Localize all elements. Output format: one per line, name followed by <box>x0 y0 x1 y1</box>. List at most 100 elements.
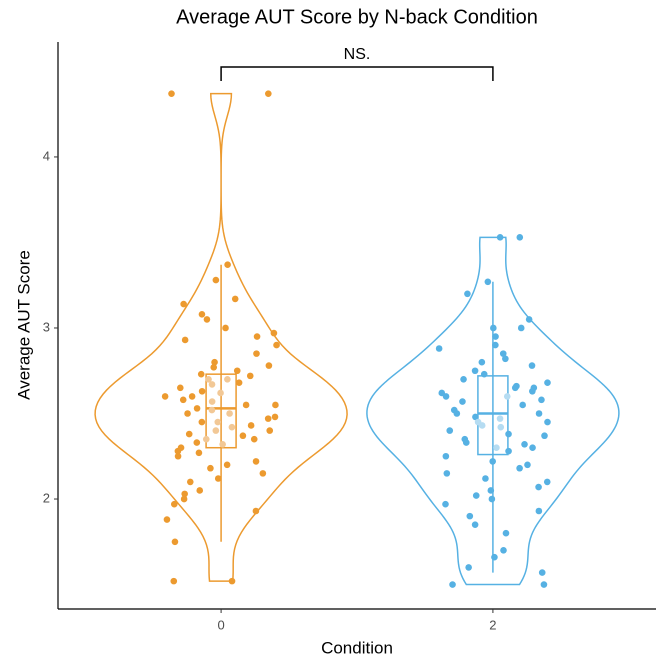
data-point <box>443 470 451 477</box>
data-point <box>252 507 260 515</box>
data-point <box>487 487 495 494</box>
data-point <box>496 234 504 241</box>
data-point <box>219 440 226 448</box>
data-point <box>170 577 178 585</box>
data-point <box>205 375 212 383</box>
data-point <box>202 435 210 443</box>
data-point <box>543 478 551 486</box>
data-point <box>517 324 525 332</box>
data-point <box>222 324 229 332</box>
data-point <box>544 379 551 387</box>
y-tick-label: 3 <box>43 319 50 334</box>
data-point <box>193 405 201 412</box>
data-point <box>228 577 236 585</box>
data-point <box>528 362 536 369</box>
data-point <box>168 90 175 97</box>
data-point <box>198 310 206 318</box>
chart-title: Average AUT Score by N-back Condition <box>176 6 538 28</box>
data-point <box>489 458 496 465</box>
data-point <box>480 370 488 378</box>
data-point <box>185 430 193 438</box>
data-point <box>161 393 169 400</box>
data-point <box>472 413 479 421</box>
data-point <box>471 367 479 375</box>
data-point <box>505 430 512 438</box>
data-point <box>442 452 450 460</box>
data-point <box>460 375 467 383</box>
data-point <box>217 389 224 397</box>
data-point <box>488 495 496 503</box>
data-point <box>273 341 280 349</box>
data-point <box>270 329 278 337</box>
data-point <box>472 492 480 499</box>
data-point <box>535 483 542 491</box>
data-point <box>502 355 509 363</box>
data-point <box>446 427 454 434</box>
data-point <box>197 370 205 378</box>
data-point <box>519 401 526 409</box>
data-point <box>516 464 523 472</box>
data-point <box>207 464 214 472</box>
data-point <box>478 358 486 366</box>
x-axis-label: Condition <box>321 638 393 657</box>
data-point <box>459 398 466 405</box>
significance-bracket <box>220 66 494 81</box>
x-tick-label: 2 <box>489 617 496 632</box>
y-axis-label: Average AUT Score <box>14 250 33 400</box>
data-point <box>492 341 499 349</box>
data-point <box>196 487 204 494</box>
data-point <box>529 387 536 395</box>
data-point <box>462 439 470 446</box>
data-point <box>188 393 196 400</box>
data-point <box>271 413 279 421</box>
data-point <box>235 379 243 387</box>
annotation: NS. <box>344 46 371 63</box>
data-point <box>231 295 239 303</box>
data-point <box>224 261 231 268</box>
data-point <box>214 418 222 426</box>
data-point <box>544 418 551 426</box>
data-point <box>233 367 241 375</box>
data-point <box>266 427 274 434</box>
data-point <box>505 447 512 455</box>
data-point <box>538 396 545 404</box>
data-point <box>211 358 218 366</box>
data-point <box>198 387 206 395</box>
data-point <box>500 547 507 554</box>
data-point <box>435 345 443 352</box>
data-point <box>540 581 548 588</box>
data-point <box>212 276 220 284</box>
data-point <box>208 381 216 388</box>
data-point <box>224 375 231 383</box>
data-point <box>170 500 178 508</box>
data-point <box>179 396 187 404</box>
violin <box>366 236 620 586</box>
data-point <box>184 410 191 417</box>
data-point <box>453 410 461 417</box>
data-point <box>212 427 220 434</box>
data-point <box>442 393 450 400</box>
data-point <box>176 384 184 392</box>
data-point <box>239 432 247 440</box>
data-point <box>208 406 216 414</box>
data-point <box>493 444 500 452</box>
data-point <box>524 461 531 469</box>
data-point <box>499 350 507 357</box>
data-point <box>465 564 472 571</box>
data-point <box>264 415 272 422</box>
data-point <box>259 470 267 477</box>
data-point <box>525 316 533 323</box>
data-point <box>496 415 504 422</box>
data-point <box>180 495 188 503</box>
data-point <box>471 521 479 528</box>
data-point <box>265 90 272 97</box>
data-point <box>272 401 279 409</box>
data-point <box>180 300 187 308</box>
data-point <box>247 422 255 429</box>
data-point <box>538 569 546 576</box>
data-point <box>198 418 206 426</box>
data-point <box>535 410 543 417</box>
data-point <box>490 324 497 332</box>
box <box>477 375 509 456</box>
data-point <box>464 290 471 298</box>
